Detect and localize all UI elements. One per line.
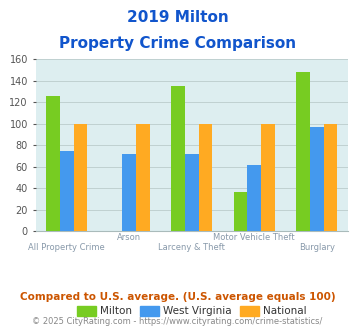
Bar [73,124,87,231]
Bar [46,96,60,231]
Bar [171,86,185,231]
Bar [296,72,310,231]
Bar [136,124,150,231]
Bar [198,124,212,231]
Bar [310,127,323,231]
Bar [323,124,337,231]
Bar [261,124,275,231]
Text: © 2025 CityRating.com - https://www.cityrating.com/crime-statistics/: © 2025 CityRating.com - https://www.city… [32,317,323,326]
Text: Arson: Arson [117,233,141,242]
Bar [247,164,261,231]
Text: Compared to U.S. average. (U.S. average equals 100): Compared to U.S. average. (U.S. average … [20,292,335,302]
Bar [122,154,136,231]
Text: 2019 Milton: 2019 Milton [127,10,228,25]
Text: Motor Vehicle Theft: Motor Vehicle Theft [213,233,295,242]
Bar [234,192,247,231]
Legend: Milton, West Virginia, National: Milton, West Virginia, National [73,301,311,320]
Text: Larceny & Theft: Larceny & Theft [158,243,225,251]
Text: Property Crime Comparison: Property Crime Comparison [59,36,296,51]
Text: Burglary: Burglary [299,243,335,251]
Text: All Property Crime: All Property Crime [28,243,105,251]
Bar [185,154,198,231]
Bar [60,150,73,231]
